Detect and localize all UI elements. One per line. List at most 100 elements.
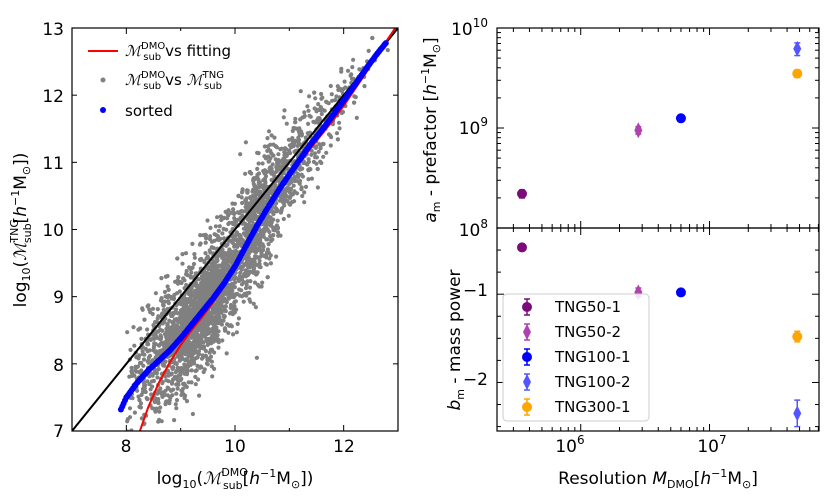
scatter-point <box>260 161 265 166</box>
scatter-point <box>249 201 255 206</box>
scatter-point <box>183 347 188 352</box>
scatter-point <box>153 397 158 402</box>
scatter-point <box>145 327 150 332</box>
scatter-point <box>281 160 286 165</box>
scatter-point <box>233 280 238 285</box>
scatter-point <box>211 333 216 338</box>
scatter-point <box>147 353 153 358</box>
scatter-point <box>213 327 219 332</box>
scatter-point <box>265 144 271 149</box>
scatter-point <box>193 374 198 379</box>
scatter-point <box>162 363 167 368</box>
scatter-point <box>203 232 208 237</box>
scatter-point <box>240 187 245 192</box>
scatter-point <box>278 147 283 152</box>
scatter-point <box>269 133 274 138</box>
scatter-point <box>212 337 217 342</box>
scatter-point <box>312 90 317 95</box>
scatter-point <box>204 236 209 241</box>
scatter-point <box>290 136 295 141</box>
scatter-point <box>129 369 134 374</box>
scatter-point <box>220 255 225 260</box>
scatter-point <box>150 306 156 311</box>
scatter-point <box>302 113 307 119</box>
scatter-point <box>230 240 235 246</box>
scatter-point <box>266 159 271 164</box>
scatter-point <box>221 260 226 266</box>
scatter-point <box>213 317 218 322</box>
scatter-point <box>272 173 277 178</box>
scatter-point <box>160 328 165 333</box>
scatter-point <box>144 435 148 439</box>
scatter-point <box>208 234 213 239</box>
scatter-point <box>171 296 176 302</box>
scatter-point <box>268 261 273 266</box>
scatter-point <box>255 282 260 287</box>
scatter-point <box>210 308 215 313</box>
scatter-point <box>227 323 232 328</box>
left-xtick-label: 8 <box>121 437 132 457</box>
scatter-point <box>165 385 170 390</box>
scatter-point <box>151 343 157 348</box>
scatter-point <box>256 255 261 260</box>
scatter-point <box>222 236 227 241</box>
scatter-point <box>235 210 240 215</box>
scatter-point <box>140 306 145 311</box>
scatter-point <box>351 57 356 62</box>
scatter-point <box>167 318 172 323</box>
scatter-point <box>189 270 194 275</box>
scatter-point <box>132 343 137 348</box>
scatter-point <box>130 396 135 401</box>
scatter-point <box>287 201 292 206</box>
right-top-panel: 1010 109 108 am - prefactor [h−1M⊙] <box>419 16 820 241</box>
scatter-point <box>167 401 172 406</box>
scatter-point <box>290 139 295 144</box>
scatter-point <box>184 399 190 404</box>
scatter-point <box>156 400 161 406</box>
scatter-point <box>249 215 254 220</box>
scatter-point <box>192 255 197 260</box>
scatter-point <box>284 121 289 126</box>
power-xtick-label: 106 <box>555 433 584 457</box>
scatter-point <box>293 120 298 125</box>
scatter-point <box>252 266 257 271</box>
scatter-point <box>161 433 165 437</box>
scatter-point <box>172 292 177 297</box>
scatter-point <box>306 157 311 162</box>
scatter-point <box>312 120 318 125</box>
scatter-point <box>350 65 355 70</box>
scatter-point <box>189 368 194 373</box>
scatter-point <box>271 233 276 238</box>
scatter-point <box>300 166 305 171</box>
scatter-point <box>274 166 279 171</box>
prefactor-point <box>675 113 686 124</box>
scatter-point <box>217 316 222 321</box>
scatter-point <box>324 100 329 105</box>
left-ytick-label: 12 <box>42 87 64 107</box>
scatter-point <box>208 250 213 255</box>
scatter-point <box>216 275 221 280</box>
scatter-point <box>329 92 334 97</box>
scatter-point <box>227 311 233 316</box>
scatter-point <box>128 347 133 352</box>
scatter-point <box>298 89 303 94</box>
power-point <box>793 405 802 422</box>
scatter-point <box>321 154 326 159</box>
scatter-point <box>154 408 159 413</box>
scatter-point <box>236 316 241 321</box>
scatter-point <box>176 330 181 335</box>
scatter-point <box>151 378 156 383</box>
scatter-point <box>281 216 286 222</box>
scatter-point <box>243 140 248 145</box>
scatter-point <box>284 153 289 158</box>
scatter-point <box>138 326 143 331</box>
scatter-point <box>309 152 314 157</box>
scatter-point <box>178 320 183 325</box>
scatter-point <box>141 357 147 362</box>
scatter-point <box>302 110 307 115</box>
scatter-point <box>352 100 357 105</box>
scatter-point <box>263 156 268 161</box>
scatter-point <box>163 274 168 279</box>
scatter-point <box>146 360 151 365</box>
scatter-point <box>230 292 235 297</box>
